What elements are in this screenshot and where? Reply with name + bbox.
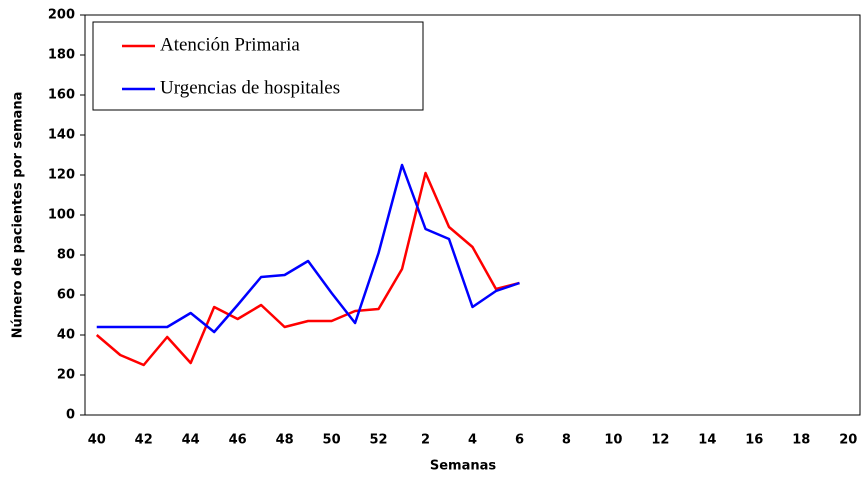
y-tick-label: 40 (57, 328, 75, 343)
x-tick-label: 8 (562, 433, 571, 448)
legend-box (92, 21, 424, 111)
x-tick-label: 10 (604, 433, 622, 448)
y-tick-label: 60 (57, 288, 75, 303)
x-tick-label: 14 (698, 433, 716, 448)
x-tick-label: 18 (792, 433, 810, 448)
y-tick-label: 180 (48, 48, 75, 63)
x-tick-label: 44 (182, 433, 200, 448)
x-tick-label: 40 (88, 433, 106, 448)
y-tick-label: 80 (57, 248, 75, 263)
x-tick-label: 52 (370, 433, 388, 448)
legend-label: Urgencias de hospitales (160, 77, 340, 98)
x-tick-label: 16 (745, 433, 763, 448)
y-tick-label: 100 (48, 208, 75, 223)
x-tick-label: 6 (515, 433, 524, 448)
y-tick-label: 20 (57, 368, 75, 383)
x-tick-label: 50 (323, 433, 341, 448)
series-line (96, 163, 520, 334)
x-tick-label: 46 (229, 433, 247, 448)
x-tick-label: 20 (839, 433, 857, 448)
x-tick-label: 12 (651, 433, 669, 448)
legend-label: Atención Primaria (160, 34, 300, 55)
y-tick-label: 140 (48, 128, 75, 143)
y-tick-label: 120 (48, 168, 75, 183)
y-axis-label: Número de pacientes por semana (11, 92, 26, 339)
y-tick-label: 0 (66, 408, 75, 423)
x-axis-label: Semanas (430, 459, 497, 474)
x-tick-label: 4 (468, 433, 477, 448)
x-tick-label: 42 (135, 433, 153, 448)
series-line (95, 171, 520, 367)
y-tick-label: 160 (48, 88, 75, 103)
x-tick-label: 2 (421, 433, 430, 448)
x-tick-label: 48 (276, 433, 294, 448)
y-tick-label: 200 (48, 8, 75, 23)
